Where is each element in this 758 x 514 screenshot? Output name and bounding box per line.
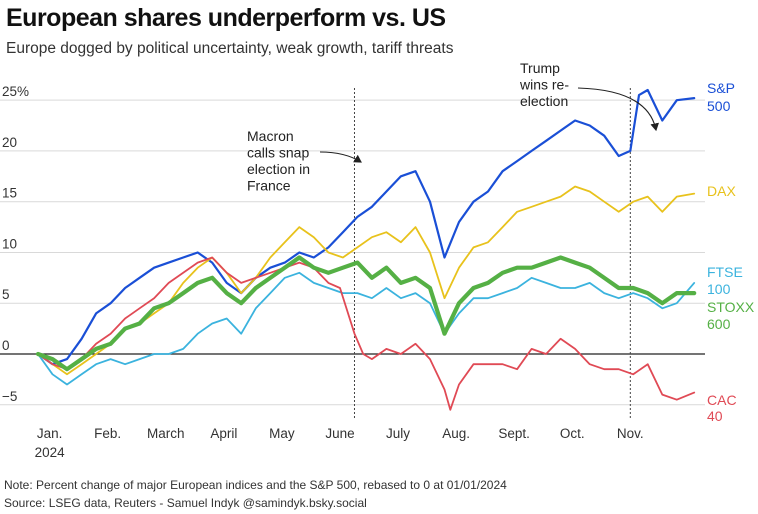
series-label: STOXX [707,299,755,315]
annotation-text: election in [247,161,310,177]
annotation-text: calls snap [247,145,309,161]
series-label: S&P [707,80,735,96]
chart-source: Source: LSEG data, Reuters - Samuel Indy… [4,496,367,510]
x-tick-label: March [147,426,185,441]
annotation-text: Macron [247,128,294,144]
annotation-text: France [247,178,291,194]
x-tick-label: July [386,426,410,441]
series-line [35,255,697,372]
series-label: 100 [707,281,731,297]
line-chart: 25% 20 15 10 5 0 −5 Jan. 2024 Feb. March April May Ju… [0,60,755,460]
x-tick-label: Feb. [94,426,121,441]
annotation-text: Trump [520,60,560,76]
x-tick-label: Oct. [560,426,585,441]
y-tick-label: 10 [2,236,17,251]
series-label: CAC [707,392,737,408]
chart-note: Note: Percent change of major European i… [4,478,507,492]
series-line [37,256,696,411]
y-tick-label: −5 [2,389,17,404]
x-tick-label: May [269,426,295,441]
annotation-arrow [577,87,660,132]
series-line [37,271,696,386]
x-tick-label: Jan. [37,426,63,441]
y-tick-label: 20 [2,135,17,150]
x-tick-label: April [210,426,237,441]
y-tick-label: 5 [2,287,10,302]
x-tick-label: June [325,426,354,441]
series-line [36,88,696,366]
x-tick-label: Nov. [617,426,644,441]
series-label: 500 [707,98,731,114]
chart-title: European shares underperform vs. US [6,4,446,32]
x-tick-label: Sept. [498,426,530,441]
series-label: FTSE [707,264,743,280]
series-label: DAX [707,183,736,199]
annotation-text: wins re- [519,77,569,93]
annotation-arrow [319,151,362,163]
x-tick-label: Aug. [442,426,470,441]
x-tick-label-year: 2024 [35,445,66,460]
y-tick-label: 0 [2,338,10,353]
chart-subtitle: Europe dogged by political uncertainty, … [6,40,454,57]
y-tick-label: 15 [2,186,17,201]
series-label: 40 [707,408,723,424]
series-label: 600 [707,316,731,332]
y-tick-label: 25% [2,84,29,99]
annotation-text: election [520,93,568,109]
